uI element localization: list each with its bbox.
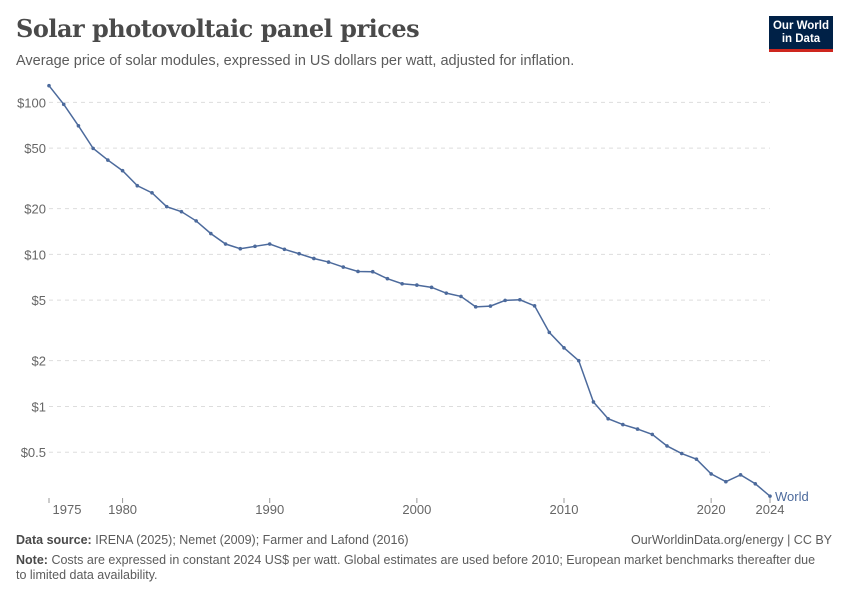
data-point <box>209 231 213 236</box>
data-point <box>385 276 390 281</box>
chart-subtitle: Average price of solar modules, expresse… <box>16 53 575 69</box>
data-point <box>253 244 257 249</box>
source-url[interactable]: OurWorldinData.org/energy | CC BY <box>630 533 832 547</box>
y-tick-label: $20 <box>24 202 46 217</box>
data-point <box>76 123 81 128</box>
data-point <box>415 283 419 287</box>
data-point <box>326 260 331 264</box>
data-point <box>400 281 404 286</box>
note-text: Costs are expressed in constant 2024 US$… <box>16 553 816 582</box>
data-point <box>694 457 699 461</box>
data-point <box>576 358 581 363</box>
data-point <box>606 416 610 421</box>
data-point <box>562 346 566 350</box>
data-source: Data source: IRENA (2025); Nemet (2009);… <box>16 533 409 547</box>
data-point <box>635 427 640 431</box>
y-tick-label: $50 <box>24 141 46 156</box>
y-tick-label: $2 <box>32 354 46 369</box>
data-point <box>267 242 272 246</box>
data-point <box>282 247 287 252</box>
y-tick-label: $100 <box>17 95 46 110</box>
data-point <box>547 330 552 335</box>
data-point <box>444 291 449 295</box>
y-tick-label: $10 <box>24 247 46 262</box>
data-point <box>532 304 537 308</box>
data-point <box>473 305 478 309</box>
data-point <box>91 146 95 151</box>
data-point <box>768 494 772 498</box>
data-point <box>238 246 243 251</box>
x-tick-label: 1980 <box>108 502 137 517</box>
note: Note: Costs are expressed in constant 20… <box>16 553 816 583</box>
series-line <box>48 85 771 497</box>
data-point <box>47 83 51 88</box>
x-tick-label: 2010 <box>550 502 579 517</box>
data-point <box>724 479 728 484</box>
data-point <box>164 204 169 209</box>
y-tick-label: $1 <box>32 399 46 414</box>
data-point <box>312 256 316 261</box>
data-point <box>679 451 684 456</box>
data-point <box>650 432 655 437</box>
data-point <box>135 183 140 188</box>
data-point <box>356 269 360 274</box>
data-point <box>61 102 66 107</box>
data-point <box>179 209 184 214</box>
x-tick-label: 1990 <box>255 502 284 517</box>
data-point <box>753 481 758 486</box>
data-point <box>665 444 669 448</box>
data-point <box>194 219 198 223</box>
data-point <box>591 400 596 404</box>
logo-line-2: in Data <box>781 33 821 45</box>
data-point <box>370 269 375 274</box>
owid-logo[interactable]: Our World in Data <box>769 16 833 52</box>
data-point <box>150 191 154 195</box>
data-point <box>518 297 522 302</box>
data-point <box>738 473 743 477</box>
data-point <box>503 298 507 303</box>
data-point <box>488 304 493 308</box>
data-point <box>120 168 125 173</box>
data-point <box>709 472 713 476</box>
x-tick-label: 2020 <box>697 502 726 517</box>
chart-title: Solar photovoltaic panel prices <box>16 14 420 43</box>
data-point <box>429 285 434 290</box>
note-label: Note: <box>16 553 48 567</box>
y-tick-label: $5 <box>32 293 46 308</box>
data-point <box>223 242 228 246</box>
data-point <box>106 158 110 162</box>
series-label: World <box>775 489 809 504</box>
x-tick-label: 2024 <box>756 502 785 517</box>
logo-line-1: Our World <box>772 20 829 32</box>
source-label: Data source: <box>16 533 92 547</box>
x-tick-label: 1975 <box>53 502 82 517</box>
x-tick-label: 2000 <box>402 502 431 517</box>
data-point <box>621 422 625 427</box>
data-point <box>341 265 346 269</box>
y-tick-label: $0.5 <box>21 445 46 460</box>
source-text: IRENA (2025); Nemet (2009); Farmer and L… <box>95 533 409 547</box>
data-point <box>297 251 301 256</box>
data-point <box>459 294 463 299</box>
